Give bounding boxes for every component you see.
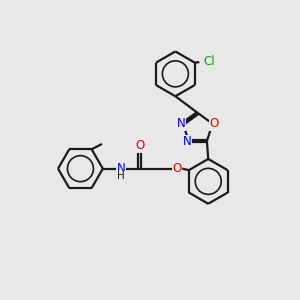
Text: N: N (117, 162, 126, 175)
Text: N: N (177, 117, 186, 130)
Text: Cl: Cl (203, 55, 215, 68)
Text: O: O (209, 117, 218, 130)
Text: N: N (182, 135, 191, 148)
Text: O: O (135, 139, 145, 152)
Text: O: O (172, 162, 182, 175)
Text: H: H (117, 171, 124, 181)
